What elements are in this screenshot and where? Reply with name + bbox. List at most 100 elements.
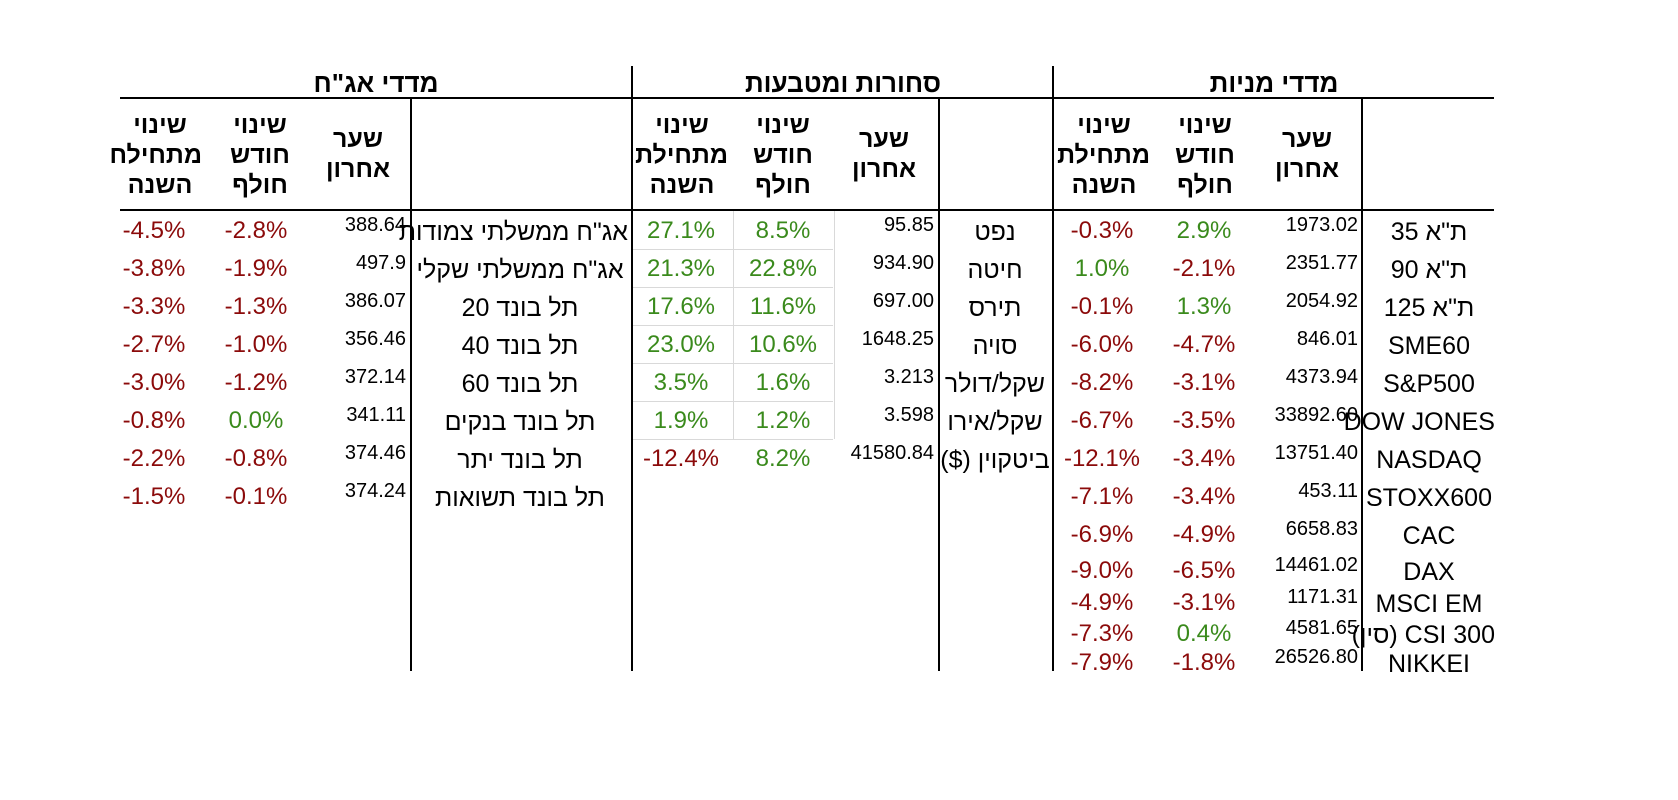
bonds-row-month-change: -1.9% [224, 255, 288, 282]
bonds-row-price: 341.11 [346, 404, 406, 426]
commodities-row-price: 697.00 [872, 290, 934, 312]
bonds-row-ytd-change: -3.8% [122, 255, 186, 282]
equities-row-name: NIKKEI [1388, 650, 1470, 678]
equities-row-ytd-change: -12.1% [1063, 445, 1141, 472]
bonds-row-price: 386.07 [344, 290, 406, 312]
equities-row-ytd-change: -7.1% [1070, 483, 1134, 510]
equities-month-header: שינוי חודש חולף [1175, 111, 1235, 199]
bonds-row-name: תל בונד 60 [461, 370, 579, 398]
equities-row-ytd-change: 1.0% [1074, 255, 1130, 282]
equities-row-price: 1171.31 [1287, 586, 1358, 608]
bonds-row-price: 374.46 [344, 442, 406, 464]
equities-row-price: 26526.80 [1274, 646, 1358, 668]
equities-row-ytd-change: -7.9% [1070, 649, 1134, 676]
bonds-row-ytd-change: -2.7% [122, 331, 186, 358]
equities-row-price: 13751.40 [1274, 442, 1358, 464]
equities-price-header: שער אחרון [1274, 125, 1340, 183]
commodities-row-name: חיטה [967, 256, 1023, 284]
bonds-row-month-change: -2.8% [224, 217, 288, 244]
commodities-row-name: סויה [972, 332, 1018, 360]
bonds-row-ytd-change: -4.5% [122, 217, 186, 244]
equities-row-month-change: -6.5% [1172, 557, 1236, 584]
equities-row-price: 453.11 [1298, 480, 1358, 502]
bonds-row-month-change: -1.2% [224, 369, 288, 396]
bonds-row-month-change: 0.0% [228, 407, 284, 434]
commodities-row-name: ביטקוין ($) [940, 446, 1050, 474]
equities-row-price: 2351.77 [1285, 252, 1358, 274]
bonds-name-divider [410, 97, 412, 671]
bonds-row-name: תל בונד תשואות [435, 484, 605, 512]
commodities-row-price: 95.85 [883, 214, 934, 236]
commodities-row-ytd-change: 17.6% [646, 293, 716, 320]
equities-row-ytd-change: -9.0% [1070, 557, 1134, 584]
commodities-row-name: נפט [974, 218, 1016, 246]
commodities-row-month-change: 1.2% [755, 407, 811, 434]
bonds-row-name: אג"ח ממשלתי צמודות [398, 218, 628, 246]
commodities-row-month-change: 10.6% [748, 331, 818, 358]
equities-row-name: CAC [1402, 522, 1456, 550]
bonds-row-name: תל בונד בנקים [444, 408, 596, 436]
commodities-section-title: סחורות ומטבעות [745, 68, 941, 98]
equities-row-ytd-change: -0.1% [1070, 293, 1134, 320]
equities-row-name: ת"א 35 [1390, 218, 1468, 246]
bonds-ytd-header: שינוי מתחילח השנה [109, 111, 202, 199]
equities-row-month-change: -3.1% [1172, 589, 1236, 616]
bonds-row-month-change: -1.0% [224, 331, 288, 358]
grid-col-line [733, 211, 734, 439]
bonds-row-ytd-change: -3.3% [122, 293, 186, 320]
equities-row-ytd-change: -6.9% [1070, 521, 1134, 548]
bonds-row-name: תל בונד 40 [461, 332, 579, 360]
bonds-price-header: שער אחרון [325, 125, 391, 183]
equities-row-ytd-change: -8.2% [1070, 369, 1134, 396]
equities-row-price: 2054.92 [1285, 290, 1358, 312]
equities-row-name: DAX [1403, 558, 1455, 586]
equities-row-price: 4581.65 [1285, 617, 1358, 639]
commodities-row-month-change: 11.6% [749, 293, 817, 320]
equities-row-month-change: -3.5% [1172, 407, 1236, 434]
equities-row-name: ת"א 90 [1390, 256, 1468, 284]
equities-row-price: 846.01 [1296, 328, 1358, 350]
commodities-row-price: 1648.25 [861, 328, 934, 350]
commodities-price-header: שער אחרון [851, 125, 917, 183]
equities-row-month-change: -1.8% [1172, 649, 1236, 676]
equities-row-month-change: -3.4% [1172, 445, 1236, 472]
equities-row-ytd-change: -6.0% [1070, 331, 1134, 358]
bonds-commodities-divider [631, 66, 633, 671]
bonds-row-ytd-change: -0.8% [122, 407, 186, 434]
commodities-month-header: שינוי חודש חולף [753, 111, 813, 199]
equities-row-price: 14461.02 [1274, 554, 1358, 576]
equities-row-ytd-change: -4.9% [1070, 589, 1134, 616]
equities-row-name: STOXX600 [1365, 484, 1492, 512]
equities-row-name: DOW JONES [1343, 408, 1495, 436]
equities-row-month-change: 0.4% [1176, 620, 1232, 647]
bonds-row-month-change: -0.8% [224, 445, 288, 472]
equities-row-month-change: 2.9% [1176, 217, 1232, 244]
equities-row-month-change: 1.3% [1176, 293, 1232, 320]
commodities-row-name: שקל/דולר [944, 370, 1046, 398]
commodities-row-price: 934.90 [872, 252, 934, 274]
equities-row-ytd-change: -6.7% [1070, 407, 1134, 434]
bonds-row-month-change: -1.3% [224, 293, 288, 320]
commodities-equities-divider [1052, 66, 1054, 671]
commodities-row-name: תירס [968, 294, 1022, 322]
commodities-row-month-change: 8.5% [755, 217, 811, 244]
commodities-row-ytd-change: 3.5% [653, 369, 709, 396]
bonds-row-ytd-change: -1.5% [122, 483, 186, 510]
bonds-row-ytd-change: -2.2% [122, 445, 186, 472]
bonds-row-price: 372.14 [344, 366, 406, 388]
commodities-name-divider [938, 97, 940, 671]
equities-row-name: NASDAQ [1376, 446, 1482, 474]
equities-row-name: S&P500 [1383, 370, 1475, 398]
header-bottom-rule [120, 209, 1494, 211]
equities-row-month-change: -4.9% [1172, 521, 1236, 548]
bonds-row-price: 497.9 [355, 252, 406, 274]
equities-row-price: 1973.02 [1285, 214, 1358, 236]
commodities-row-name: שקל/אירו [947, 408, 1043, 436]
equities-row-price: 6658.83 [1285, 518, 1358, 540]
commodities-row-price: 3.213 [883, 366, 934, 388]
bonds-row-price: 388.64 [344, 214, 406, 236]
bonds-month-header: שינוי חודש חולף [230, 111, 290, 199]
equities-row-name: ת"א 125 [1383, 294, 1475, 322]
equities-section-title: מדדי מניות [1209, 68, 1339, 98]
bonds-row-name: אג"ח ממשלתי שקלי [416, 256, 624, 284]
